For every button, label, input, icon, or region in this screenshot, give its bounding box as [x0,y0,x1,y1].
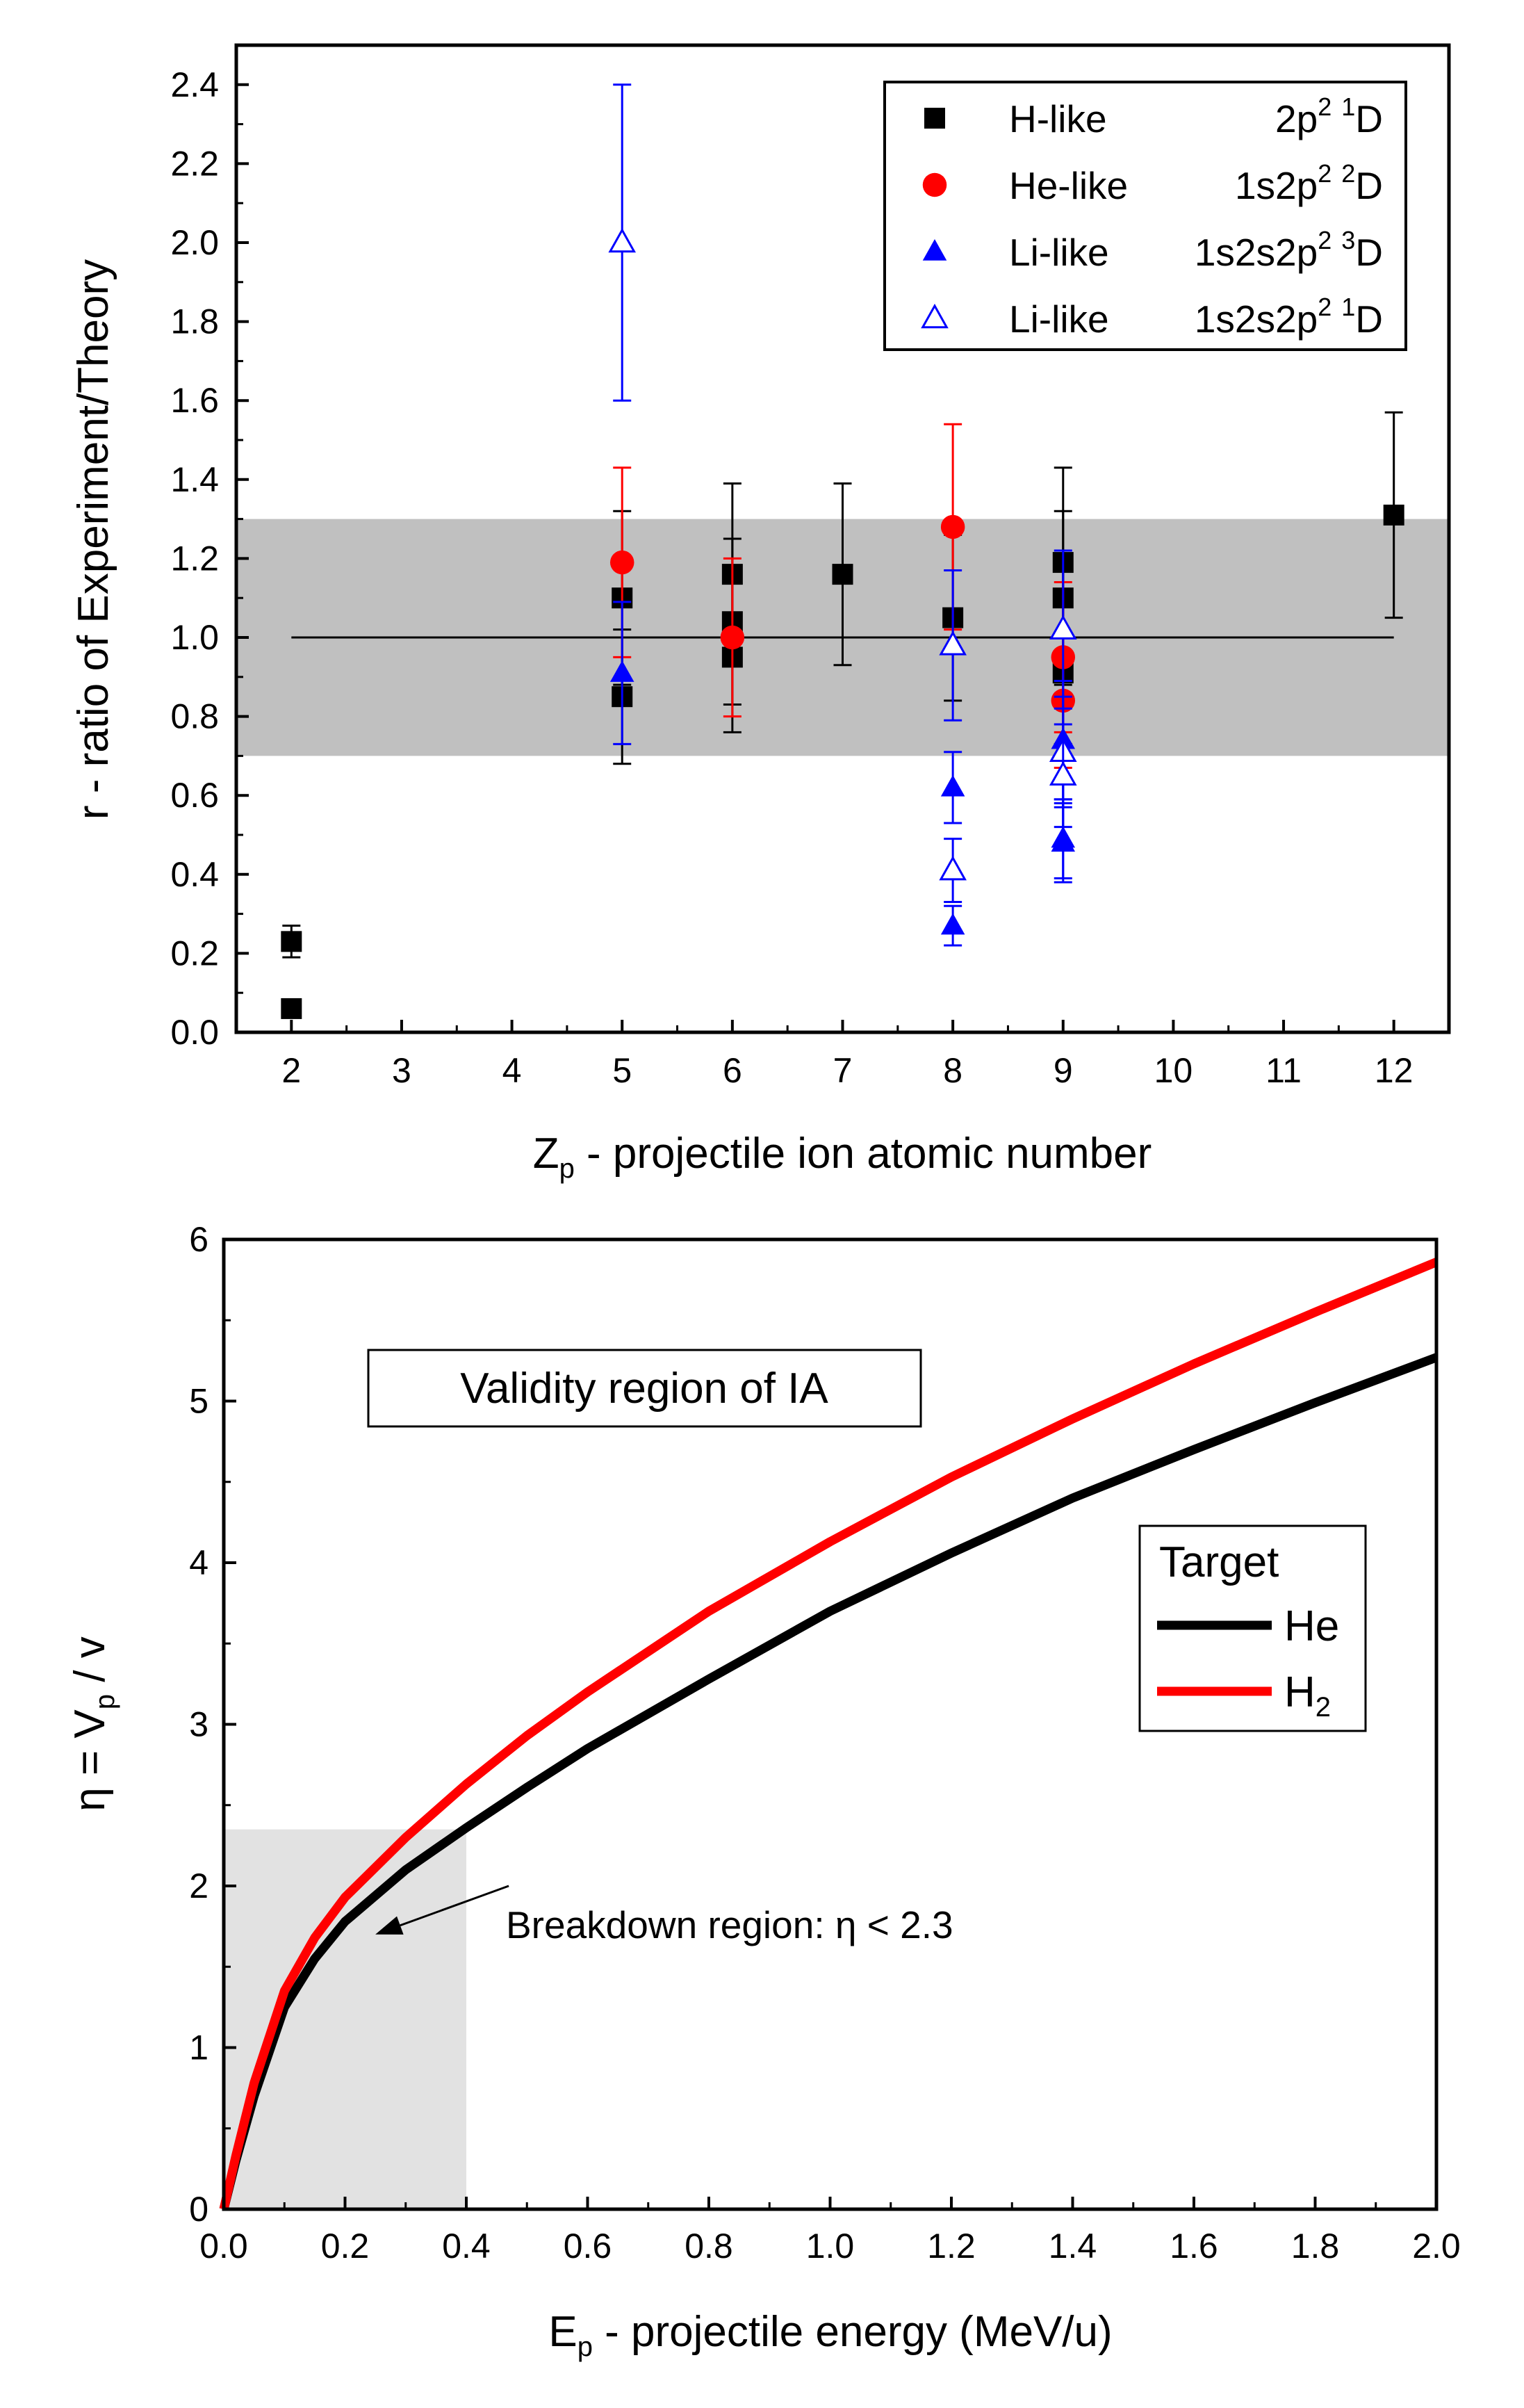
data-point [832,564,853,585]
x-tick-label: 12 [1375,1051,1414,1090]
bottom-legend-title: Target [1159,1538,1279,1586]
data-point [1051,830,1076,852]
x-tick-label: 0.0 [199,2227,248,2265]
data-point [609,550,634,575]
x-tick-label: 11 [1265,1051,1302,1090]
data-point [940,774,965,797]
breakdown-arrow-shaft [400,1885,509,1927]
x-tick-label: 8 [943,1051,962,1090]
bottom-y-axis-title: η = Vp / v [66,1636,120,1811]
top-legend-box [883,81,1407,351]
data-point [940,514,965,539]
y-tick-label: 0.0 [170,1013,219,1052]
bottom-curves [219,1258,1439,2211]
x-tick-label: 4 [502,1051,522,1090]
legend-series-name: He-like [1009,164,1128,207]
top-data-points [281,83,1404,1019]
legend-series-state: 2p2 1D [1275,92,1383,140]
bottom-panel: 0.0 0.2 0.4 0.6 0.8 1.0 1.2 1.4 1.6 1.8 2.0 0 1 2 3 4 5 6… [66,1220,1461,2362]
validity-annotation: Validity region of IA [367,1349,922,1428]
y-tick-label: 5 [189,1382,208,1421]
legend-series-state: 1s2s2p2 3D [1195,226,1383,274]
data-point [720,625,745,650]
x-tick-label: 7 [833,1051,853,1090]
y-tick-label: 1.0 [170,618,219,657]
bottom-legend: Target He H2 [1138,1524,1367,1732]
y-tick-label: 1.6 [170,381,219,420]
y-tick-label: 2.2 [170,144,219,183]
x-tick-label: 1.4 [1049,2227,1097,2265]
data-point [1383,504,1404,526]
data-point [281,931,302,952]
data-point [1049,760,1077,786]
x-tick-label: 1.6 [1170,2227,1218,2265]
top-axis-ticks: 2 3 4 5 6 7 8 9 10 11 12 0.0 0.2 0.4 0.6 0.8 1.0 1.2 1.4 1.… [170,65,1413,1090]
top-panel: 2 3 4 5 6 7 8 9 10 11 12 0.0 0.2 0.4 0.6 0.8 1.0 1.2 1.4 1.… [69,43,1451,1184]
x-tick-label: 0.4 [442,2227,491,2265]
breakdown-annotation: Breakdown region: η < 2.3 [375,1885,953,1946]
breakdown-arrow-head [375,1916,404,1935]
y-tick-label: 2.4 [170,65,219,104]
y-tick-label: 2 [189,1866,208,1905]
breakdown-region [224,1829,466,2209]
legend-series-name: Li-like [1009,298,1109,341]
legend-marker [921,303,949,329]
y-tick-label: 0.6 [170,776,219,815]
series-line [219,1353,1439,2211]
data-point [1049,615,1077,640]
y-tick-label: 3 [189,1705,208,1744]
legend-marker [924,108,945,129]
y-tick-label: 4 [189,1543,208,1582]
x-tick-label: 1.2 [927,2227,976,2265]
x-tick-label: 1.0 [806,2227,855,2265]
x-tick-label: 5 [612,1051,632,1090]
legend-series-name: He [1284,1602,1339,1650]
x-tick-label: 0.6 [564,2227,612,2265]
y-tick-label: 0.2 [170,934,219,973]
y-tick-label: 1.2 [170,539,219,578]
legend-marker [922,239,947,261]
x-tick-label: 6 [723,1051,742,1090]
legend-series-state: 1s2p2 2D [1235,159,1383,207]
top-legend: H-like 2p2 1D He-like 1s2p2 2D Li-like 1s2s2p2 3… [883,81,1407,351]
legend-series-name: Li-like [1009,231,1109,274]
y-tick-label: 0.8 [170,697,219,736]
bottom-x-axis-title: Ep - projectile energy (MeV/u) [548,2308,1112,2362]
y-tick-label: 1 [189,2028,208,2067]
x-tick-label: 2.0 [1412,2227,1461,2265]
y-tick-label: 0.4 [170,855,219,894]
y-tick-label: 1.4 [170,460,219,499]
data-point [609,660,634,682]
breakdown-annotation-text: Breakdown region: η < 2.3 [506,1903,953,1946]
top-x-axis-title: Zp - projectile ion atomic number [533,1130,1152,1184]
x-tick-label: 10 [1154,1051,1193,1090]
y-tick-label: 2.0 [170,223,219,262]
top-y-axis-title: r - ratio of Experiment/Theory [69,259,117,820]
data-point [940,913,965,935]
x-tick-label: 9 [1054,1051,1073,1090]
data-point [281,998,302,1019]
validity-annotation-box [367,1349,922,1428]
y-tick-label: 1.8 [170,302,219,341]
legend-series-name: H-like [1009,97,1107,140]
series-line [219,1258,1439,2211]
data-point [608,227,637,253]
bottom-axis-ticks: 0.0 0.2 0.4 0.6 0.8 1.0 1.2 1.4 1.6 1.8 2.0 0 1 2 3 4 5 6 [189,1220,1461,2265]
legend-marker [922,172,947,197]
data-point [939,631,967,656]
legend-series-name: H2 [1284,1668,1331,1723]
validity-annotation-text: Validity region of IA [460,1365,828,1413]
x-tick-label: 3 [392,1051,411,1090]
x-tick-label: 0.2 [321,2227,370,2265]
data-point [939,856,967,881]
x-tick-label: 0.8 [685,2227,733,2265]
x-tick-label: 1.8 [1291,2227,1340,2265]
x-tick-label: 2 [281,1051,301,1090]
y-tick-label: 6 [189,1220,208,1259]
y-tick-label: 0 [189,2190,208,2229]
legend-series-state: 1s2s2p2 1D [1195,293,1383,341]
